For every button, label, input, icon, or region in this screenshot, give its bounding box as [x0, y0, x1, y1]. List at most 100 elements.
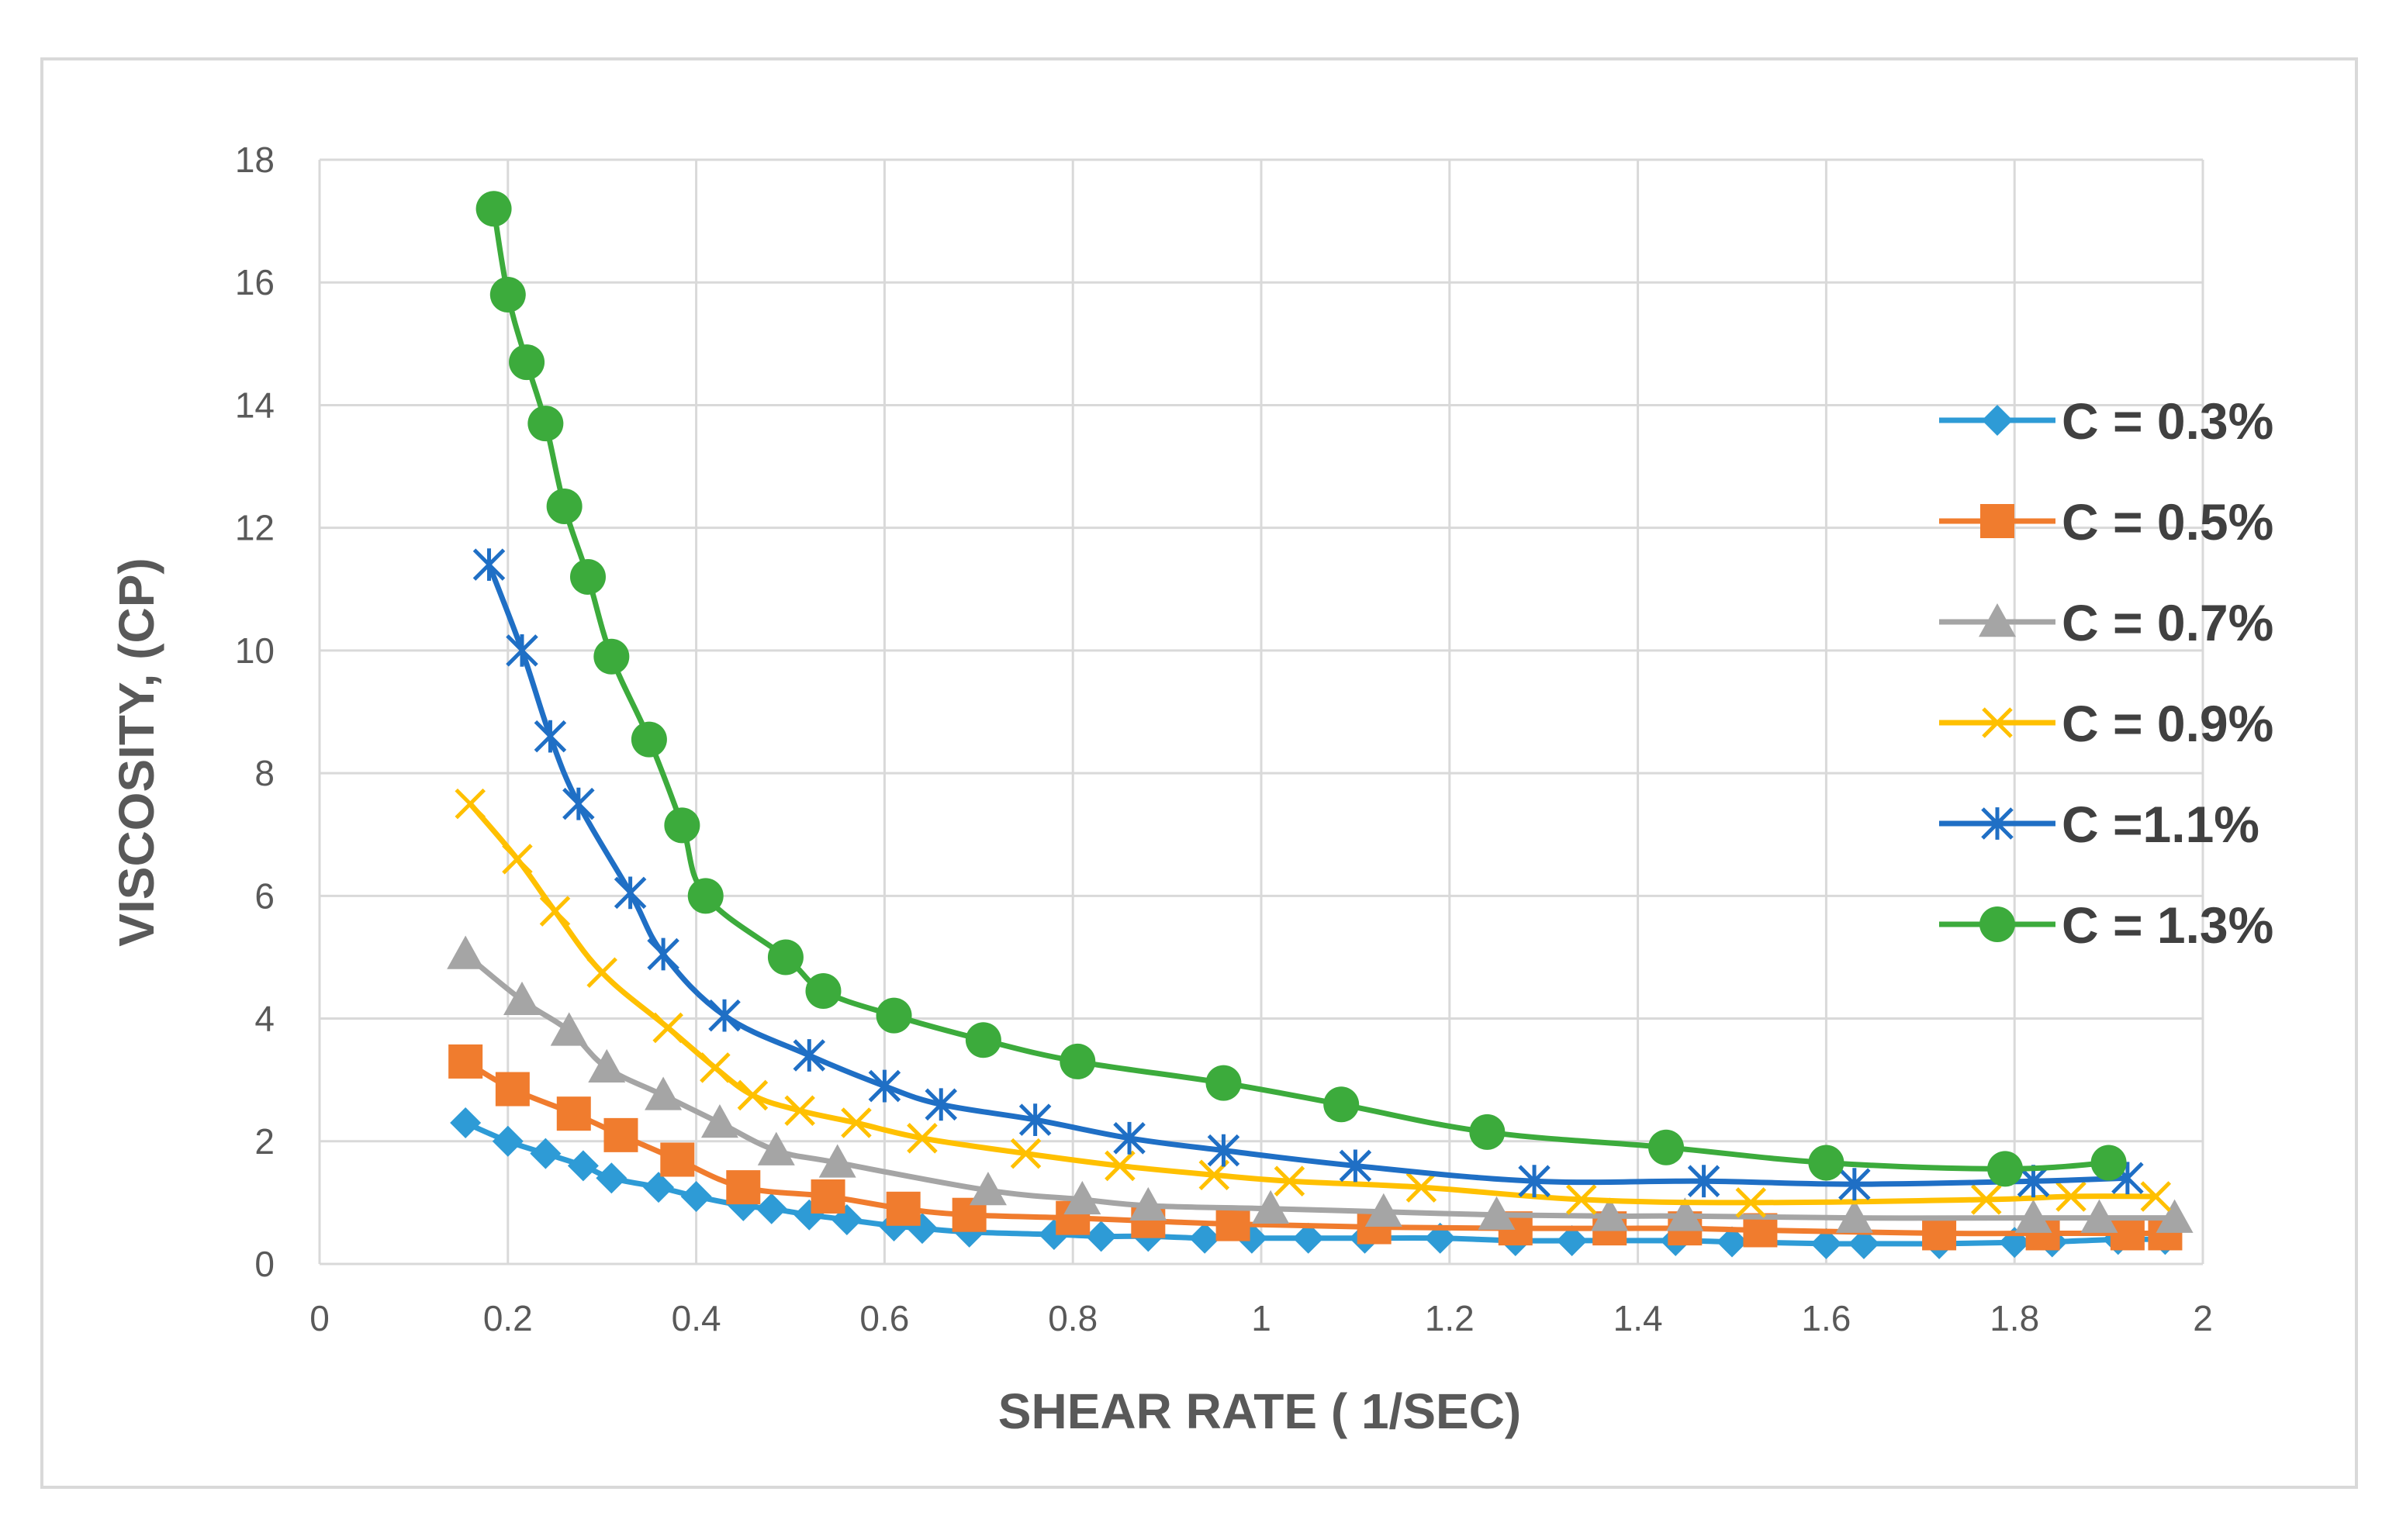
- y-tick-label: 2: [254, 1121, 275, 1162]
- data-point: [925, 1088, 958, 1121]
- data-point: [614, 876, 647, 910]
- x-axis-ticks: 0 0.2 0.4 0.6 0.8 1 1.2 1.4 1.6 1.8 2: [309, 1298, 2213, 1338]
- series-5: [472, 548, 2144, 1201]
- data-point: [876, 997, 912, 1034]
- data-point: [550, 1012, 588, 1046]
- legend-item: C =1.1%: [1939, 796, 2259, 853]
- data-point: [1010, 1138, 1042, 1169]
- x-tick-label: 1.2: [1425, 1298, 1475, 1338]
- legend-marker: [1979, 603, 2016, 637]
- data-point: [1113, 1121, 1146, 1155]
- data-point: [1105, 1150, 1136, 1182]
- data-point: [755, 1193, 787, 1224]
- y-tick-label: 10: [235, 630, 275, 671]
- data-point: [1189, 1222, 1221, 1254]
- data-point: [1207, 1134, 1240, 1167]
- data-point: [448, 1044, 483, 1079]
- data-point: [1364, 1193, 1402, 1227]
- data-point: [593, 638, 630, 675]
- series-3: [447, 935, 2194, 1233]
- data-point: [2140, 1181, 2172, 1212]
- data-point: [767, 939, 804, 975]
- data-point: [1323, 1086, 1360, 1123]
- y-tick-label: 4: [254, 999, 275, 1039]
- data-point: [546, 488, 583, 524]
- data-point: [680, 1180, 712, 1212]
- data-point: [1565, 1184, 1597, 1215]
- y-tick-label: 12: [235, 508, 275, 548]
- y-axis-ticks: 0 2 4 6 8 10 12 14 16 18: [235, 140, 275, 1284]
- data-point: [664, 807, 700, 844]
- data-point: [645, 1076, 683, 1110]
- x-tick-label: 1.8: [1990, 1298, 2039, 1338]
- data-point: [447, 935, 485, 969]
- x-tick-label: 0.4: [672, 1298, 721, 1338]
- data-point: [2080, 1199, 2118, 1233]
- data-point: [1478, 1196, 1516, 1230]
- legend-label: C = 1.3%: [2062, 896, 2273, 954]
- data-point: [1591, 1197, 1629, 1231]
- data-point: [569, 558, 606, 595]
- data-point: [805, 972, 842, 1009]
- legend-label: C = 0.7%: [2062, 594, 2273, 651]
- data-point: [1292, 1222, 1324, 1254]
- data-point: [687, 878, 724, 914]
- x-tick-label: 0.2: [483, 1298, 533, 1338]
- y-tick-label: 6: [254, 875, 275, 916]
- legend-marker: [1979, 906, 2015, 942]
- data-point: [1735, 1187, 1767, 1218]
- data-point: [1835, 1199, 1873, 1233]
- y-axis-title: VISCOSITY, (CP): [109, 558, 164, 946]
- data-point: [1469, 1114, 1506, 1150]
- x-tick-label: 1: [1251, 1298, 1271, 1338]
- series-6: [475, 191, 2127, 1187]
- x-tick-label: 1.6: [1801, 1298, 1851, 1338]
- data-point: [1848, 1228, 1879, 1259]
- data-point: [1205, 1065, 1242, 1101]
- data-point: [886, 1191, 921, 1226]
- legend-item: C = 0.9%: [1939, 695, 2273, 752]
- data-point: [1018, 1103, 1052, 1136]
- data-point: [757, 1131, 795, 1165]
- data-point: [450, 1107, 482, 1139]
- data-point: [700, 1052, 731, 1083]
- y-tick-label: 18: [235, 140, 275, 180]
- data-point: [527, 406, 564, 442]
- x-tick-label: 1.4: [1613, 1298, 1663, 1338]
- data-point: [1808, 1145, 1844, 1181]
- series-group: [447, 191, 2194, 1259]
- data-point: [660, 1142, 695, 1177]
- data-point: [596, 1162, 628, 1194]
- gridlines: [318, 158, 2204, 1265]
- series-line: [468, 802, 2156, 1206]
- data-point: [455, 788, 486, 820]
- data-point: [556, 1096, 591, 1131]
- data-point: [737, 1079, 769, 1111]
- data-point: [1129, 1186, 1167, 1221]
- x-axis-title: SHEAR RATE ( 1/SEC): [998, 1383, 1521, 1439]
- data-point: [969, 1172, 1007, 1206]
- data-point: [1405, 1172, 1437, 1203]
- data-point: [1987, 1151, 2024, 1187]
- data-point: [700, 1104, 738, 1138]
- data-point: [495, 1072, 530, 1107]
- data-point: [1717, 1226, 1748, 1258]
- data-point: [588, 1048, 626, 1083]
- data-point: [2110, 1216, 2145, 1251]
- data-point: [1274, 1165, 1305, 1196]
- legend-item: C = 0.5%: [1939, 493, 2273, 551]
- data-point: [506, 634, 538, 667]
- data-point: [1252, 1190, 1290, 1224]
- data-point: [1922, 1216, 1957, 1251]
- y-tick-label: 14: [235, 385, 275, 425]
- legend-marker: [1982, 707, 2013, 738]
- data-point: [708, 999, 741, 1032]
- x-tick-label: 0.8: [1048, 1298, 1098, 1338]
- data-point: [793, 1039, 826, 1072]
- legend-label: C =1.1%: [2062, 796, 2259, 853]
- data-point: [1666, 1197, 1704, 1231]
- data-point: [509, 344, 545, 381]
- data-point: [603, 1117, 638, 1152]
- data-point: [534, 720, 567, 753]
